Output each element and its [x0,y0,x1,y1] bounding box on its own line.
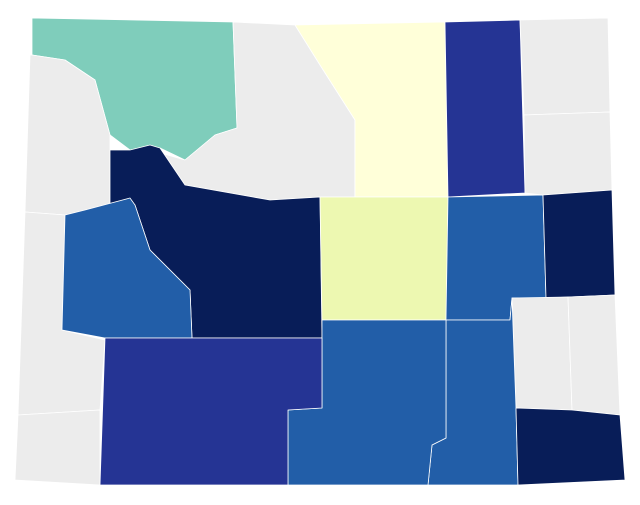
region [542,189,616,299]
region [523,111,613,196]
region [99,337,323,486]
region [319,196,449,321]
region [14,409,101,486]
region [515,407,626,486]
region [567,294,621,416]
region [519,17,611,116]
region [61,197,193,339]
region [444,19,526,198]
region [511,296,573,411]
regions [14,17,626,486]
